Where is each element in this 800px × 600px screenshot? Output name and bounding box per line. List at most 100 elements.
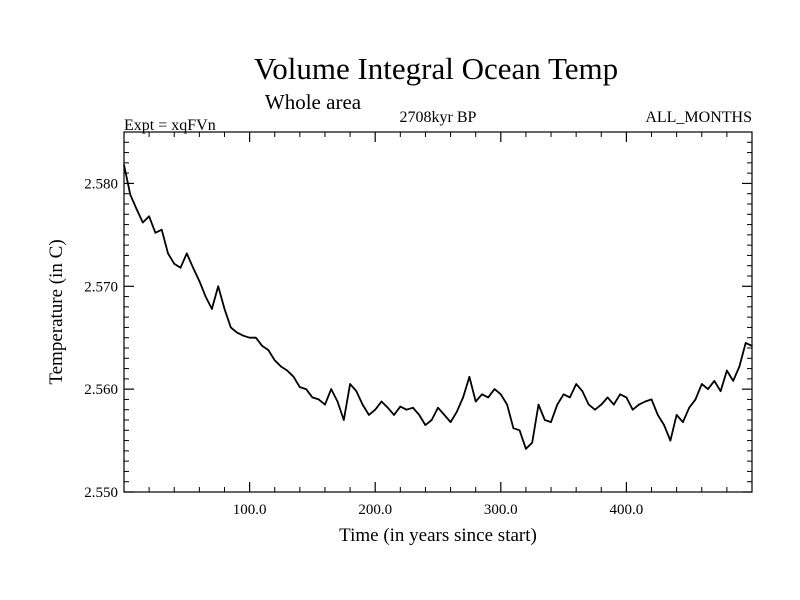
data-point [631, 408, 634, 411]
data-point [669, 439, 672, 442]
data-point [449, 421, 452, 423]
data-point [456, 411, 458, 413]
data-point [273, 359, 276, 362]
data-point [581, 390, 584, 393]
data-point [443, 414, 446, 416]
data-point [682, 421, 684, 423]
data-point [594, 408, 596, 411]
data-point [311, 396, 314, 399]
data-point [123, 164, 125, 166]
experiment-label: Expt = xqFVn [124, 117, 216, 134]
data-point [751, 345, 753, 347]
data-point [361, 403, 364, 406]
data-point [248, 336, 251, 339]
period-label: 2708kyr BP [400, 109, 477, 126]
data-point [179, 267, 182, 269]
data-point [192, 267, 194, 269]
data-point [412, 406, 414, 409]
plot-frame [123, 131, 753, 493]
data-point [650, 398, 653, 401]
data-point [267, 349, 270, 351]
data-point [142, 221, 144, 224]
data-point [160, 228, 163, 231]
data-point [487, 396, 490, 399]
x-axis-label: Time (in years since start) [339, 525, 537, 546]
data-point [600, 403, 603, 406]
data-point [694, 398, 697, 401]
data-point [493, 388, 496, 390]
data-point [719, 390, 722, 393]
data-point [418, 414, 421, 416]
data-point [644, 400, 646, 403]
data-point [211, 308, 213, 310]
x-tick-label: 100.0 [233, 502, 267, 518]
data-point [625, 396, 628, 399]
data-point [305, 388, 307, 390]
data-point [537, 403, 540, 406]
data-point [613, 403, 615, 406]
data-point [324, 403, 326, 406]
y-tick-label: 2.560 [84, 382, 118, 398]
data-point [167, 252, 169, 255]
data-point [154, 232, 157, 234]
series-layer [123, 164, 753, 450]
data-point [744, 342, 747, 344]
data-point [430, 419, 433, 421]
data-point [518, 429, 521, 432]
data-point [368, 414, 370, 416]
data-point [393, 414, 395, 416]
y-tick-label: 2.580 [84, 176, 118, 192]
data-point [663, 424, 665, 426]
data-point [525, 448, 527, 450]
months-label: ALL_MONTHS [645, 109, 752, 126]
data-point [437, 406, 439, 409]
data-point [638, 403, 640, 406]
chart-title: Volume Integral Ocean Temp [254, 51, 618, 86]
y-tick-label: 2.570 [84, 279, 118, 295]
data-point [355, 390, 358, 393]
data-point [512, 427, 515, 430]
data-point [217, 285, 219, 288]
data-point [500, 393, 502, 396]
data-point [255, 336, 257, 339]
data-point [374, 408, 377, 411]
data-point [198, 280, 201, 282]
data-point [562, 393, 565, 396]
data-point [606, 396, 609, 399]
minor-ticks [124, 132, 752, 492]
data-point [424, 424, 427, 426]
x-tick-label: 200.0 [358, 502, 392, 518]
data-point [204, 295, 207, 298]
data-point [399, 405, 402, 408]
data-point [129, 193, 132, 196]
data-point [236, 331, 238, 334]
data-point [336, 400, 339, 403]
data-point [387, 406, 389, 409]
data-point [587, 403, 590, 406]
data-point [531, 441, 533, 444]
data-point [405, 408, 408, 411]
data-point [280, 365, 282, 368]
data-point [148, 215, 150, 218]
data-point [738, 365, 741, 368]
data-point [713, 380, 716, 382]
data-point [349, 383, 351, 385]
x-axis-ticks: 100.0 200.0 300.0 400.0 [233, 132, 643, 518]
data-point [292, 376, 295, 378]
data-point [657, 414, 659, 416]
data-point [286, 369, 289, 372]
data-point [550, 421, 552, 423]
data-point [299, 386, 301, 388]
y-axis-label: Temperature (in C) [46, 239, 67, 384]
data-point [173, 262, 175, 265]
data-point [556, 403, 559, 406]
data-point [343, 419, 345, 421]
data-point [619, 393, 621, 396]
data-point [380, 400, 383, 403]
data-point [688, 406, 690, 409]
data-point [544, 419, 546, 421]
data-point [732, 380, 734, 382]
data-point [261, 345, 264, 347]
data-point [481, 393, 483, 396]
